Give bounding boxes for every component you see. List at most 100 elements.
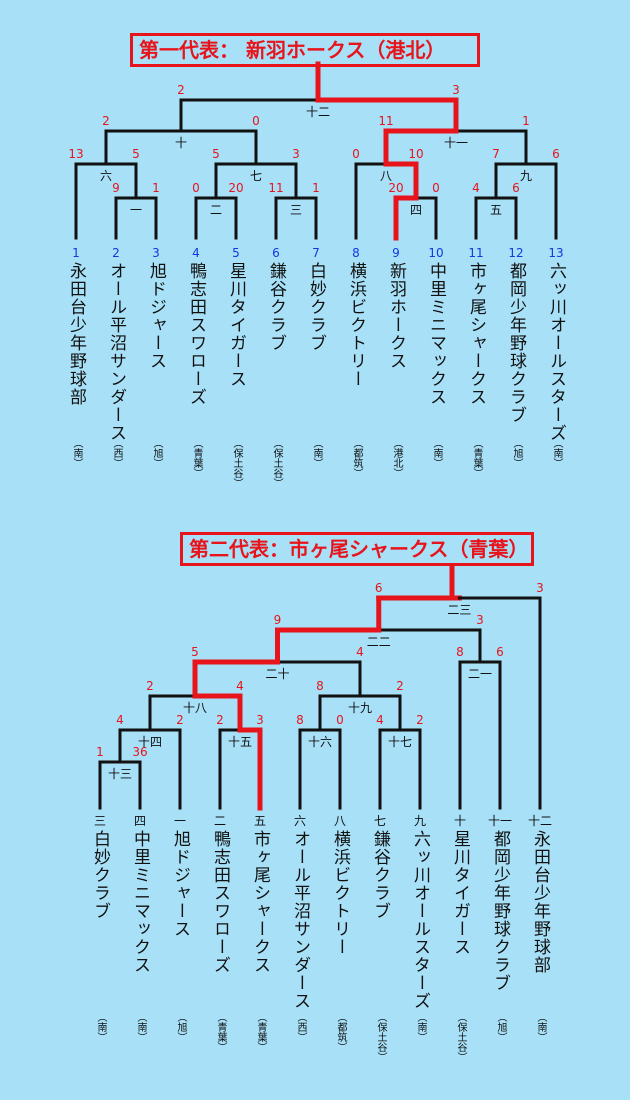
team-name: 星川タイガース [226, 262, 246, 388]
game-number: 二一 [468, 667, 492, 681]
right-score: 0 [432, 181, 440, 195]
team-seed-number: 1 [72, 246, 80, 260]
game-number: 二十 [265, 667, 289, 681]
team-district: （青葉） [191, 438, 202, 478]
team-name: 市ヶ尾シャークス [250, 830, 270, 974]
team-name: 旭ドジャース [170, 830, 190, 938]
left-score: 8 [296, 713, 304, 727]
team-district: （旭） [175, 1012, 186, 1042]
team-district: （都筑） [335, 1012, 346, 1052]
team-name: 横浜ビクトリー [346, 262, 366, 388]
right-score: 2 [416, 713, 424, 727]
team-district: （南） [311, 438, 322, 468]
left-score: 4 [472, 181, 480, 195]
game-number: 十二 [306, 105, 330, 119]
left-score: 0 [192, 181, 200, 195]
left-score: 2 [216, 713, 224, 727]
team-seed-number: 8 [352, 246, 360, 260]
left-score: 5 [212, 147, 220, 161]
right-score: 2 [176, 713, 184, 727]
team-district: （青葉） [471, 438, 482, 478]
team-district: （旭） [511, 438, 522, 468]
team-district: （旭） [495, 1012, 506, 1042]
right-score: 4 [356, 645, 364, 659]
team-name: 新羽ホークス [386, 262, 406, 370]
right-score: 20 [228, 181, 243, 195]
team-name: 白妙クラブ [306, 262, 326, 352]
right-score: 3 [292, 147, 300, 161]
left-score: 9 [274, 613, 282, 627]
game-number: 五 [490, 203, 502, 217]
team-name: 六ッ川オールスターズ [410, 830, 430, 1010]
game-number: 十九 [348, 701, 372, 715]
team-district: （南） [431, 438, 442, 468]
right-score: 0 [336, 713, 344, 727]
game-number: 九 [520, 169, 532, 183]
draw-order-number: 一 [173, 814, 186, 828]
right-score: 36 [132, 745, 147, 759]
right-score: 1 [152, 181, 160, 195]
game-number: 十六 [308, 735, 332, 749]
team-name: 中里ミニマックス [130, 830, 150, 974]
game-number: 六 [100, 169, 112, 183]
team-name: 市ヶ尾シャークス [466, 262, 486, 406]
game-number: 十 [175, 136, 187, 150]
draw-order-number: 六 [293, 814, 306, 828]
draw-order-number: 三 [93, 814, 106, 828]
draw-order-number: 十一 [487, 814, 512, 828]
team-seed-number: 12 [508, 246, 524, 260]
right-score: 3 [256, 713, 264, 727]
team-seed-number: 6 [272, 246, 280, 260]
team-district: （南） [551, 438, 562, 468]
team-district: （青葉） [215, 1012, 226, 1052]
left-score: 2 [102, 114, 110, 128]
left-score: 20 [388, 181, 403, 195]
team-district: （西） [295, 1012, 306, 1042]
team-district: （保土谷） [455, 1012, 466, 1062]
team-name: 中里ミニマックス [426, 262, 446, 406]
team-seed-number: 5 [232, 246, 240, 260]
first-representative-banner: 第一代表： 新羽ホークス（港北） [130, 33, 480, 67]
draw-order-number: 四 [133, 814, 146, 828]
team-name: 六ッ川オールスターズ [546, 262, 566, 442]
right-score: 1 [312, 181, 320, 195]
team-seed-number: 7 [312, 246, 320, 260]
game-number: 十四 [138, 735, 162, 749]
game-number: 二 [210, 203, 222, 217]
game-number: 十八 [183, 701, 207, 715]
team-district: （旭） [151, 438, 162, 468]
team-name: 鴨志田スワローズ [210, 830, 230, 974]
team-name: 都岡少年野球クラブ [490, 830, 510, 992]
right-score: 3 [536, 581, 544, 595]
game-number: 三 [290, 203, 302, 217]
game-number: 十三 [108, 767, 132, 781]
team-seed-number: 2 [112, 246, 120, 260]
team-name: 鎌谷クラブ [266, 262, 286, 352]
team-seed-number: 13 [548, 246, 564, 260]
left-score: 11 [378, 114, 393, 128]
right-score: 5 [132, 147, 140, 161]
team-name: オール平沼サンダース [290, 830, 310, 1010]
team-district: （南） [71, 438, 82, 468]
team-name: 永田台少年野球部 [66, 262, 86, 406]
second-representative-banner: 第二代表：市ヶ尾シャークス（青葉） [180, 532, 534, 566]
draw-order-number: 七 [373, 814, 386, 828]
game-number: 十一 [444, 136, 468, 150]
left-score: 2 [146, 679, 154, 693]
game-number: 二三 [447, 603, 471, 617]
team-seed-number: 3 [152, 246, 160, 260]
right-score: 4 [236, 679, 244, 693]
left-score: 8 [456, 645, 464, 659]
right-score: 10 [408, 147, 423, 161]
draw-order-number: 十二 [527, 814, 552, 828]
game-number: 一 [130, 203, 142, 217]
team-name: オール平沼サンダース [106, 262, 126, 442]
right-score: 6 [512, 181, 520, 195]
game-number: 八 [380, 169, 392, 183]
left-score: 4 [376, 713, 384, 727]
right-score: 6 [552, 147, 560, 161]
team-district: （青葉） [255, 1012, 266, 1052]
draw-order-number: 十 [453, 814, 466, 828]
left-score: 7 [492, 147, 500, 161]
